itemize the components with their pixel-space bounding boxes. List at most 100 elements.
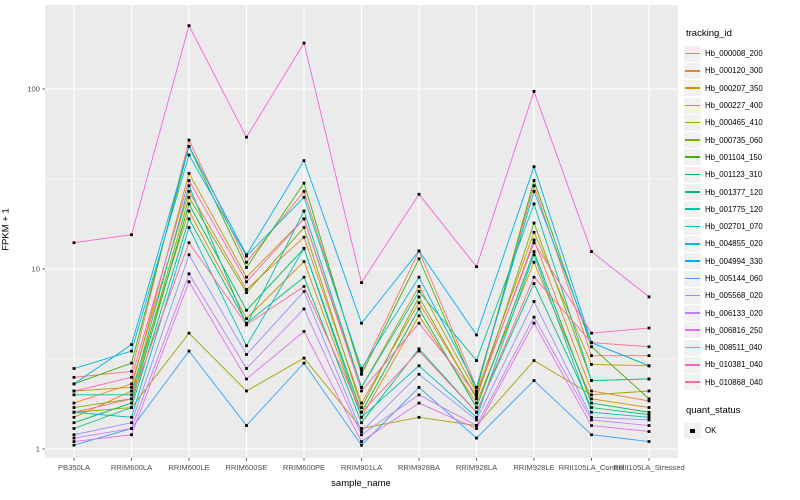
data-point [245,308,248,312]
data-point [302,189,306,193]
data-point [417,364,421,368]
data-point [72,389,76,393]
data-point [245,321,248,325]
data-point [532,260,536,264]
data-point [417,314,421,318]
data-point [532,300,536,303]
data-point [590,250,593,253]
data-point [532,165,536,169]
data-point [302,356,306,360]
x-tick-label: RRIM600LA [111,463,153,472]
x-tick-label: PB350LA [58,463,91,472]
data-point [130,349,133,353]
data-point [187,144,191,148]
data-point [475,418,478,422]
data-point [647,326,651,330]
legend-label: Hb_010381_040 [705,360,763,370]
data-point [187,217,191,221]
data-point [647,389,651,393]
legend-line-key-icon [684,201,701,218]
legend-item-Hb_001104_150: Hb_001104_150 [684,149,800,166]
data-point [590,433,593,437]
data-point [245,367,248,370]
data-point [417,301,421,305]
tracking-id-legend-items: Hb_000008_200 Hb_000120_300 Hb_000207_350 H… [684,45,800,391]
data-point [417,295,421,299]
data-point [590,363,593,366]
legend-item-Hb_000008_200: Hb_000008_200 [684,45,800,62]
data-point [130,233,133,237]
legend-item-Hb_010381_040: Hb_010381_040 [684,356,800,373]
legend-line-key-icon [684,132,701,149]
legend-label: Hb_000008_200 [705,49,763,59]
legend-line-key-icon [684,287,701,304]
data-point [72,421,76,425]
data-point [245,344,248,348]
data-point [130,375,133,379]
data-point [130,401,133,405]
data-point [532,202,536,206]
data-point [590,345,593,349]
data-point [532,275,536,279]
data-point [532,179,536,182]
data-point [590,415,593,419]
data-point [475,333,478,337]
x-axis-title: sample_name [331,478,391,489]
data-point [647,440,651,443]
data-point [187,280,191,284]
data-point [360,427,363,430]
data-point [360,367,363,370]
data-point [532,189,536,193]
x-tick-label: RRIM928LE [513,463,554,472]
data-point [302,41,306,45]
data-point [72,375,76,379]
data-point [302,275,306,279]
legend-line-key-icon [684,97,701,114]
data-point [187,171,191,175]
data-point [475,393,478,397]
data-point [532,184,536,188]
legend-item-Hb_000465_410: Hb_000465_410 [684,114,800,131]
data-point [647,410,651,414]
data-point [532,321,536,325]
data-point [475,415,478,419]
legend-line-key-icon [684,114,701,131]
legend-item-Hb_005144_060: Hb_005144_060 [684,270,800,287]
data-point [302,217,306,221]
legend-item-Hb_001775_120: Hb_001775_120 [684,201,800,218]
data-point [302,235,306,239]
data-point [302,285,306,288]
data-point [245,377,248,381]
legend-item-Hb_005568_020: Hb_005568_020 [684,287,800,304]
data-point [590,397,593,401]
data-point [360,410,363,414]
data-point [245,253,248,257]
legend: tracking_id Hb_000008_200 Hb_000120_300 Hb… [684,28,800,439]
x-tick-label: RRIM600LE [168,463,209,472]
x-tick-label: RRIM600PE [283,463,325,472]
data-point [417,285,421,288]
data-point [302,361,306,365]
data-point [130,433,133,437]
legend-item-Hb_002701_070: Hb_002701_070 [684,218,800,235]
data-point [187,349,191,353]
data-point [647,413,651,417]
quant-ok-key-icon [684,422,701,439]
data-point [417,385,421,389]
data-point [475,424,478,427]
data-point [72,406,76,409]
data-point [72,427,76,430]
data-point [72,410,76,414]
data-point [72,367,76,370]
legend-line-key-icon [684,149,701,166]
data-point [475,359,478,362]
data-point [532,253,536,257]
data-point [532,230,536,234]
data-point [130,343,133,347]
data-point [360,421,363,425]
data-point [360,440,363,443]
data-point [360,430,363,433]
data-point [647,430,651,433]
data-point [245,280,248,284]
data-point [647,397,651,401]
